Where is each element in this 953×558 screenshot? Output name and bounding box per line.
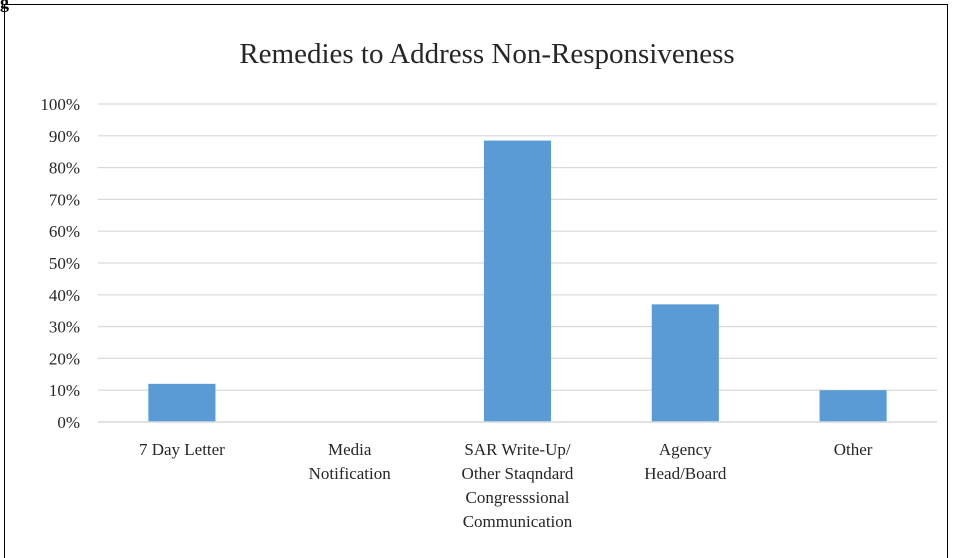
x-category-label: Other xyxy=(834,440,873,459)
y-tick-label: 20% xyxy=(49,349,80,368)
x-axis-labels: 7 Day Letter Media Notification SAR Write-U… xyxy=(139,440,873,531)
chart-title: Remedies to Address Non-Responsiveness xyxy=(239,38,734,70)
y-tick-label: 30% xyxy=(49,318,80,337)
y-tick-label: 0% xyxy=(57,413,80,432)
bar xyxy=(651,304,719,422)
y-tick-label: 50% xyxy=(49,254,80,273)
bars xyxy=(148,140,887,422)
y-axis-ticks: 0% 10% 20% 30% 40% 50% 60% 70% 80% 90% 100% xyxy=(40,95,80,432)
chart-frame xyxy=(4,4,948,558)
x-category-label: Agency Head/Board xyxy=(644,440,727,483)
y-tick-label: 40% xyxy=(49,286,80,305)
y-tick-label: 80% xyxy=(49,159,80,178)
x-category-label: SAR Write-Up/Other Staqndard Congresssion… xyxy=(462,440,574,531)
x-category-label: Media Notification xyxy=(309,440,392,483)
bar xyxy=(483,140,552,422)
y-tick-label: 100% xyxy=(40,95,80,114)
y-tick-label: 90% xyxy=(49,127,80,146)
y-tick-label: 60% xyxy=(49,222,80,241)
x-category-label: 7 Day Letter xyxy=(139,440,225,459)
y-tick-label: 10% xyxy=(49,381,80,400)
bar xyxy=(148,383,216,422)
bar xyxy=(819,390,887,422)
y-tick-label: 70% xyxy=(49,190,80,209)
gridlines xyxy=(98,103,937,391)
